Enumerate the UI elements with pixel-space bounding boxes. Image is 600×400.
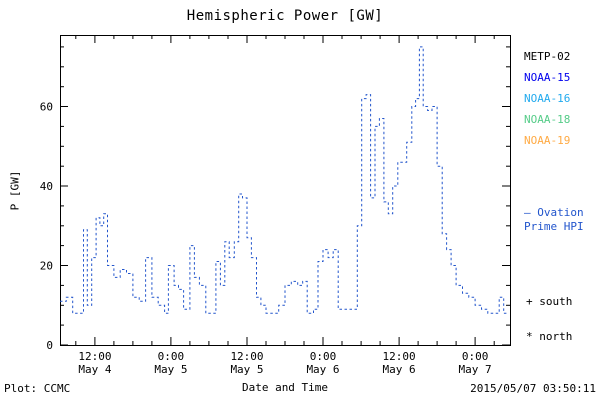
y-tick-label: 60 [40,101,53,114]
x-tick-date-label: May 6 [306,363,339,376]
x-tick-time-label: 12:00 [383,350,416,363]
x-axis-label: Date and Time [241,381,329,394]
marker-key-north: * north [526,330,572,343]
generation-timestamp: 2015/05/07 03:50:11 [470,382,596,395]
x-tick-date-label: May 5 [154,363,187,376]
marker-label-north: north [539,330,573,343]
x-tick-time-label: 0:00 [462,350,489,363]
plot-frame [60,35,511,346]
x-tick-time-label: 0:00 [158,350,185,363]
legend-item-noaa-15: NOAA-15 [524,71,571,84]
y-tick-label: 0 [46,339,53,352]
x-tick-date-label: May 5 [230,363,263,376]
chart-title: Hemispheric Power [GW] [186,8,384,24]
asterisk-marker-icon: * [526,330,533,343]
y-tick-label: 20 [40,260,53,273]
hpi-series-line [60,46,509,314]
x-tick-date-label: May 6 [383,363,416,376]
x-tick-date-label: May 7 [459,363,492,376]
legend-item-noaa-19: NOAA-19 [524,134,571,147]
series-label-ovation-prime-hpi: — Ovation Prime HPI [524,206,584,234]
legend-item-noaa-16: NOAA-16 [524,92,571,105]
y-tick-label: 40 [40,180,53,193]
plot-credit: Plot: CCMC [4,382,71,395]
marker-label-south: south [539,295,573,308]
legend-item-noaa-18: NOAA-18 [524,113,571,126]
x-tick-time-label: 12:00 [230,350,263,363]
satellite-legend: METP-02 NOAA-15 NOAA-16 NOAA-18 NOAA-19 [524,46,570,151]
plus-marker-icon: + [526,295,533,308]
ovation-label-line1: Ovation [537,206,584,219]
x-tick-date-label: May 4 [78,363,111,376]
ovation-label-line2: Prime HPI [524,220,584,233]
line-sample-icon: — [524,206,531,219]
legend-item-metp-02: METP-02 [524,50,571,63]
marker-key-south: + south [526,295,572,308]
x-tick-time-label: 12:00 [78,350,111,363]
x-tick-time-label: 0:00 [310,350,337,363]
